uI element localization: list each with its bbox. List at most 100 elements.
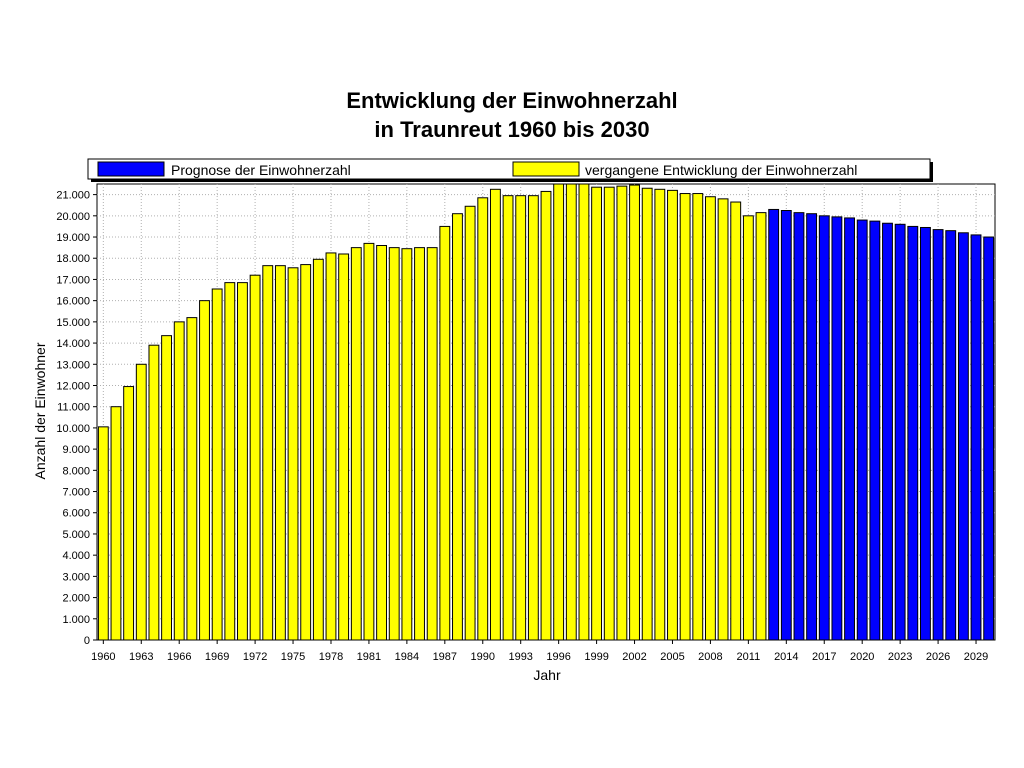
y-tick-label: 3.000 bbox=[62, 571, 90, 583]
bar-vergangene bbox=[312, 258, 324, 641]
legend-label-vergangene: vergangene Entwicklung der Einwohnerzahl bbox=[585, 162, 857, 178]
y-tick-label: 19.000 bbox=[56, 232, 90, 244]
bars bbox=[97, 183, 995, 641]
x-tick-label: 2020 bbox=[850, 651, 874, 663]
bar-vergangene bbox=[489, 188, 501, 641]
bar-prognose bbox=[932, 229, 944, 641]
x-tick-label: 1960 bbox=[91, 651, 115, 663]
y-tick-label: 11.000 bbox=[57, 402, 90, 414]
bar-vergangene bbox=[527, 195, 539, 641]
bar-prognose bbox=[970, 234, 982, 641]
bar-prognose bbox=[831, 216, 843, 641]
bar-vergangene bbox=[654, 188, 666, 641]
bar-vergangene bbox=[477, 197, 489, 641]
legend-box bbox=[87, 158, 931, 180]
bar-prognose bbox=[882, 222, 893, 641]
bar-vergangene bbox=[401, 248, 413, 641]
y-tick-label: 20.000 bbox=[56, 211, 90, 223]
chart-title: Entwicklung der Einwohnerzahl in Traunre… bbox=[0, 86, 1024, 144]
x-tick-label: 1987 bbox=[433, 651, 457, 663]
bar-prognose bbox=[780, 210, 792, 641]
bar-prognose bbox=[957, 232, 969, 641]
x-tick-label: 2017 bbox=[812, 651, 836, 663]
x-tick-label: 1972 bbox=[243, 651, 267, 663]
bar-vergangene bbox=[667, 189, 678, 641]
x-tick-label: 1978 bbox=[319, 651, 343, 663]
bar-vergangene bbox=[591, 186, 603, 641]
bar-vergangene bbox=[224, 282, 236, 641]
bar-vergangene bbox=[730, 201, 742, 641]
bar-vergangene bbox=[173, 321, 185, 641]
y-tick-label: 10.000 bbox=[56, 423, 90, 435]
bar-vergangene bbox=[578, 183, 590, 641]
bar-vergangene bbox=[565, 183, 577, 641]
bar-vergangene bbox=[515, 195, 527, 641]
bar-vergangene bbox=[363, 242, 375, 641]
x-tick-label: 1984 bbox=[395, 651, 419, 663]
y-tick-label: 21.000 bbox=[56, 190, 90, 202]
legend-swatch-vergangene bbox=[512, 161, 580, 177]
bar-vergangene bbox=[464, 205, 476, 641]
bar-vergangene bbox=[249, 274, 261, 641]
legend-label-prognose: Prognose der Einwohnerzahl bbox=[171, 162, 351, 178]
bar-vergangene bbox=[439, 225, 451, 641]
x-tick-label: 1981 bbox=[357, 651, 381, 663]
y-tick-label: 7.000 bbox=[62, 487, 90, 499]
bar-vergangene bbox=[388, 247, 400, 641]
bar-vergangene bbox=[414, 247, 425, 641]
x-tick-label: 1963 bbox=[129, 651, 153, 663]
bar-prognose bbox=[844, 217, 855, 641]
x-axis-title: Jahr bbox=[533, 667, 561, 683]
bar-vergangene bbox=[553, 183, 565, 641]
bar-prognose bbox=[793, 212, 805, 641]
x-tick-label: 2002 bbox=[622, 651, 646, 663]
x-tick-label: 1993 bbox=[508, 651, 532, 663]
chart-title-line-1: Entwicklung der Einwohnerzahl bbox=[346, 88, 678, 113]
y-axis-ticks: 0 1.000 2.000 3.000 4.000 5.000 6.000 7.000 8.00… bbox=[56, 190, 97, 647]
bar-vergangene bbox=[97, 426, 109, 641]
bar-vergangene bbox=[110, 406, 122, 641]
x-tick-label: 2014 bbox=[774, 651, 798, 663]
bar-vergangene bbox=[161, 335, 172, 641]
bar-prognose bbox=[907, 225, 919, 641]
bar-vergangene bbox=[717, 198, 729, 641]
bar-prognose bbox=[920, 226, 931, 641]
y-tick-label: 5.000 bbox=[62, 529, 90, 541]
x-tick-label: 2005 bbox=[660, 651, 684, 663]
bar-vergangene bbox=[540, 190, 552, 641]
x-tick-label: 1969 bbox=[205, 651, 229, 663]
bar-vergangene bbox=[603, 186, 615, 641]
bar-vergangene bbox=[237, 282, 248, 641]
y-tick-label: 14.000 bbox=[56, 338, 90, 350]
x-tick-label: 1996 bbox=[546, 651, 570, 663]
x-tick-label: 1975 bbox=[281, 651, 305, 663]
x-tick-label: 2023 bbox=[888, 651, 912, 663]
bar-prognose bbox=[856, 219, 868, 641]
x-tick-label: 2011 bbox=[737, 651, 761, 663]
bar-vergangene bbox=[199, 300, 210, 641]
y-tick-label: 12.000 bbox=[56, 380, 90, 392]
bar-prognose bbox=[869, 220, 881, 641]
y-tick-label: 17.000 bbox=[56, 274, 90, 286]
y-tick-label: 9.000 bbox=[62, 444, 90, 456]
legend: Prognose der Einwohnerzahl vergangene En… bbox=[87, 158, 933, 182]
y-tick-label: 13.000 bbox=[56, 359, 90, 371]
x-tick-label: 2008 bbox=[698, 651, 722, 663]
bar-vergangene bbox=[426, 247, 438, 641]
bar-vergangene bbox=[679, 193, 691, 641]
x-tick-label: 2029 bbox=[964, 651, 988, 663]
bar-vergangene bbox=[376, 245, 388, 641]
y-tick-label: 6.000 bbox=[62, 508, 90, 520]
y-axis-title: Anzahl der Einwohner bbox=[32, 342, 48, 479]
x-tick-label: 2026 bbox=[926, 651, 950, 663]
bar-vergangene bbox=[135, 363, 147, 641]
y-tick-label: 16.000 bbox=[56, 296, 90, 308]
bar-prognose bbox=[983, 236, 995, 641]
y-tick-label: 0 bbox=[84, 635, 90, 647]
bar-vergangene bbox=[123, 386, 135, 641]
y-tick-label: 2.000 bbox=[62, 593, 90, 605]
y-tick-label: 1.000 bbox=[62, 614, 90, 626]
bar-vergangene bbox=[704, 196, 716, 641]
bar-vergangene bbox=[641, 187, 653, 641]
